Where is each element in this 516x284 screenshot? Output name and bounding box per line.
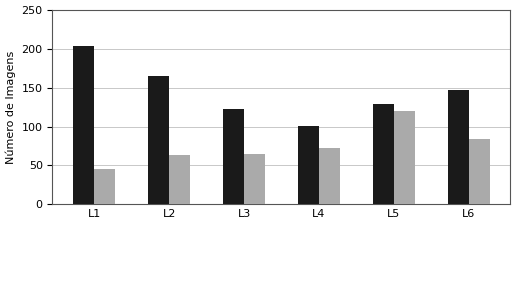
Bar bbox=[448, 90, 469, 204]
Bar bbox=[94, 169, 115, 204]
Bar bbox=[373, 104, 394, 204]
Bar bbox=[244, 154, 265, 204]
Bar bbox=[319, 148, 340, 204]
Bar bbox=[394, 111, 415, 204]
Bar bbox=[298, 126, 319, 204]
Bar bbox=[469, 139, 490, 204]
Y-axis label: Número de Imagens: Número de Imagens bbox=[6, 50, 16, 164]
Bar bbox=[148, 76, 169, 204]
Bar bbox=[223, 109, 244, 204]
Bar bbox=[73, 46, 94, 204]
Bar bbox=[169, 155, 190, 204]
